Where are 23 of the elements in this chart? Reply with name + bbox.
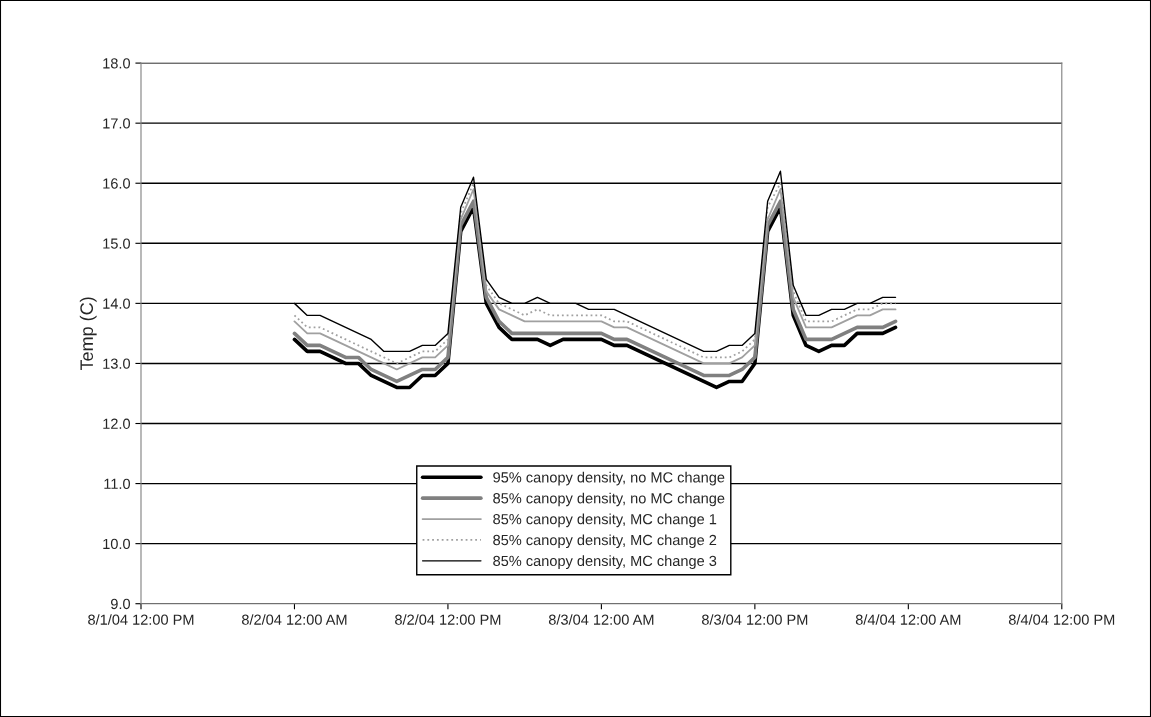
x-tick-label: 8/2/04 12:00 AM	[241, 614, 347, 625]
y-tick-label: 9.0	[110, 598, 131, 610]
x-tick-label: 8/1/04 12:00 PM	[88, 614, 194, 625]
y-tick-label: 18.0	[103, 58, 131, 69]
x-tick-label: 8/4/04 12:00 PM	[1008, 614, 1115, 625]
y-tick-label: 10.0	[103, 538, 131, 550]
y-axis-title: Temp (C)	[79, 297, 97, 371]
legend-label: 95% canopy density, no MC change	[493, 471, 725, 486]
y-tick-label: 15.0	[103, 238, 131, 249]
y-tick-label: 11.0	[104, 478, 131, 489]
x-tick-label: 8/2/04 12:00 PM	[395, 614, 501, 625]
y-tick-label: 14.0	[103, 298, 131, 309]
legend-label: 85% canopy density, MC change 2	[493, 534, 717, 549]
x-tick-label: 8/4/04 12:00 AM	[855, 614, 961, 625]
legend-label: 85% canopy density, no MC change	[493, 492, 725, 507]
legend-label: 85% canopy density, MC change 1	[493, 513, 717, 528]
y-tick-label: 12.0	[103, 418, 131, 429]
y-tick-label: 13.0	[103, 358, 131, 369]
x-tick-label: 8/3/04 12:00 AM	[548, 614, 654, 625]
y-tick-label: 16.0	[103, 178, 131, 189]
x-tick-label: 8/3/04 12:00 PM	[701, 614, 808, 625]
y-tick-label: 17.0	[103, 118, 131, 129]
legend-label: 85% canopy density, MC change 3	[493, 555, 717, 569]
